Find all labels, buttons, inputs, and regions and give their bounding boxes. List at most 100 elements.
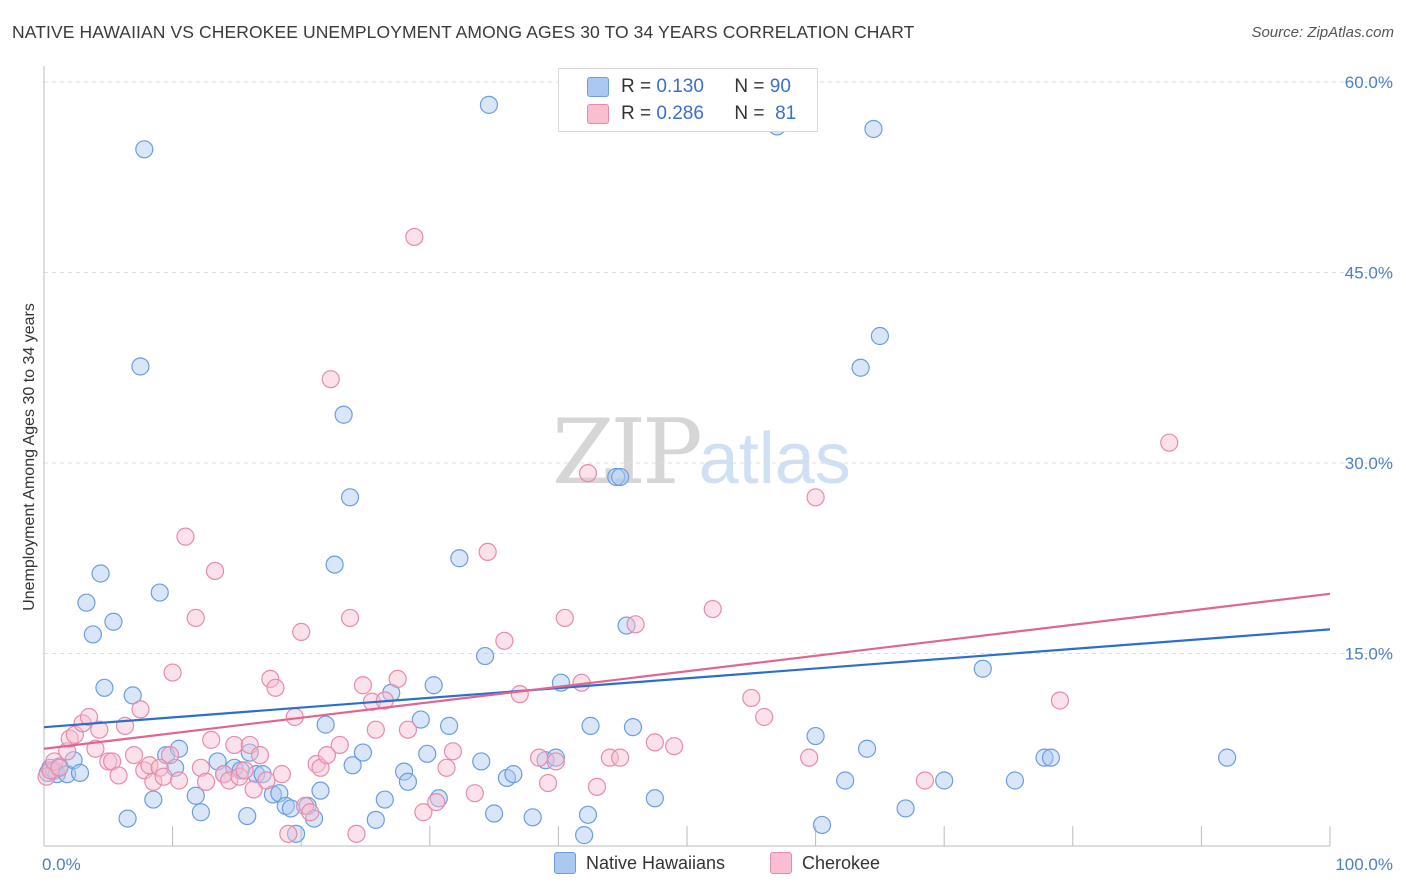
native-hawaiians-point — [91, 564, 110, 583]
legend-swatch-pink — [587, 104, 609, 124]
native-hawaiians-point — [311, 781, 330, 800]
native-hawaiians-point — [645, 789, 664, 808]
legend-row-native-hawaiians: R = 0.130 N = 90 — [559, 73, 791, 101]
cherokee-point — [478, 542, 497, 562]
cherokee-point — [150, 758, 169, 777]
grid-lines — [44, 81, 1392, 654]
cherokee-point — [321, 370, 340, 389]
y-tick-label: 60.0% — [1345, 73, 1393, 92]
native-hawaiians-point — [316, 715, 335, 734]
native-hawaiians-point — [581, 716, 600, 735]
native-hawaiians-point — [394, 762, 414, 781]
cherokee-point — [755, 707, 774, 727]
native-hawaiians-point — [411, 710, 430, 729]
tick-labels: 15.0% 30.0% 45.0% 60.0% 0.0% 100.0% — [42, 73, 1393, 874]
native-hawaiians-point — [439, 716, 459, 735]
cherokee-point — [465, 784, 484, 803]
native-hawaiians-point — [83, 625, 102, 644]
cherokee-point — [510, 685, 529, 704]
cherokee-point — [555, 608, 574, 628]
watermark-atlas: atlas — [698, 419, 851, 499]
native-hawaiians-point — [191, 803, 210, 822]
cherokee-trend-line — [43, 592, 1331, 750]
cherokee-point — [90, 720, 109, 739]
bottom-legend-native-hawaiians: Native Hawaiians — [554, 852, 725, 874]
native-hawaiians-point — [343, 756, 362, 775]
cherokee-point — [186, 608, 205, 628]
native-hawaiians-point — [611, 467, 630, 487]
cherokee-point — [220, 771, 239, 790]
cherokee-point — [202, 730, 221, 749]
native-hawaiians-point — [77, 593, 96, 612]
cherokee-point — [261, 669, 280, 689]
native-hawaiians-point — [135, 140, 154, 159]
bottom-legend-label: Cherokee — [802, 852, 881, 873]
native-hawaiians-point — [375, 790, 394, 809]
cherokee-point — [915, 771, 935, 790]
native-hawaiians-point — [575, 826, 594, 845]
native-hawaiians-points — [38, 95, 1237, 845]
bottom-legend-cherokee: Cherokee — [770, 852, 880, 874]
cherokee-point — [86, 739, 105, 758]
native-hawaiians-point — [578, 805, 598, 824]
cherokee-point — [366, 720, 385, 739]
legend-r-label: R = — [621, 103, 652, 124]
trend-lines — [43, 592, 1331, 750]
native-hawaiians-point — [118, 809, 137, 828]
cherokee-point — [131, 700, 150, 719]
native-hawaiians-point — [70, 763, 90, 782]
cherokee-point — [330, 735, 349, 755]
native-hawaiians-point — [150, 583, 169, 602]
axes — [43, 66, 1331, 847]
cherokee-point — [244, 780, 263, 799]
cherokee-point — [176, 527, 195, 546]
native-hawaiians-point — [812, 815, 832, 835]
cherokee-point — [317, 745, 337, 765]
cherokee-point — [160, 745, 180, 765]
native-hawaiians-point — [104, 612, 123, 631]
native-hawaiians-trend-line — [43, 628, 1331, 729]
native-hawaiians-point — [334, 405, 353, 424]
legend-n-label: N = — [734, 103, 765, 124]
cherokee-point — [154, 767, 173, 786]
cherokee-point — [443, 742, 463, 761]
native-hawaiians-point — [340, 488, 360, 507]
cherokee-point — [427, 792, 446, 812]
cherokee-point — [196, 772, 216, 791]
native-hawaiians-point — [144, 790, 163, 809]
cherokee-point — [800, 748, 819, 767]
cherokee-point — [235, 761, 254, 780]
cherokee-point — [626, 615, 645, 634]
native-hawaiians-point — [623, 718, 643, 737]
x-tick-label: 100.0% — [1335, 855, 1393, 874]
native-hawaiians-point — [424, 676, 443, 695]
watermark: ZIPatlas — [552, 400, 851, 505]
cherokee-point — [703, 599, 722, 619]
legend-n-label: N = — [734, 76, 765, 97]
cherokee-point — [169, 771, 189, 790]
cherokee-point — [600, 748, 619, 767]
cherokee-point — [587, 777, 607, 796]
cherokee-point — [191, 758, 210, 777]
cherokee-point — [578, 464, 598, 483]
cherokee-point — [1050, 691, 1070, 710]
watermark-zip: ZIP — [552, 400, 703, 505]
cherokee-point — [645, 733, 664, 752]
native-hawaiians-point — [169, 739, 189, 758]
native-hawaiians-point — [896, 799, 915, 818]
native-hawaiians-point — [398, 772, 418, 791]
cherokee-point — [301, 803, 320, 822]
cherokee-point — [1160, 433, 1179, 452]
native-hawaiians-point — [475, 646, 495, 666]
cherokee-point — [225, 735, 244, 755]
native-hawaiians-point — [286, 824, 306, 843]
native-hawaiians-point — [851, 358, 870, 377]
cherokee-point — [398, 720, 418, 739]
native-hawaiians-point — [870, 326, 890, 346]
cherokee-point — [353, 676, 373, 695]
native-hawaiians-point — [479, 95, 499, 114]
x-tick-label: 0.0% — [42, 855, 81, 874]
native-hawaiians-point — [607, 467, 626, 487]
native-hawaiians-point — [836, 771, 855, 790]
